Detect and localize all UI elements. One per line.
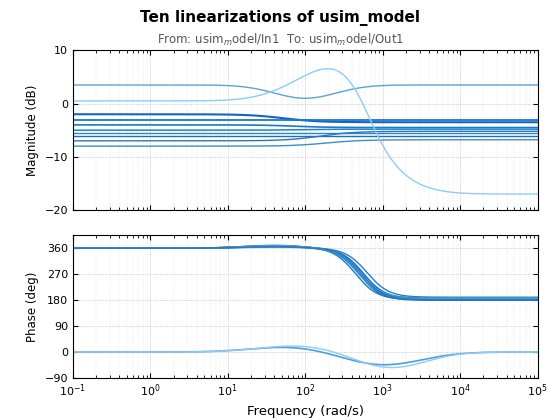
Y-axis label: Phase (deg): Phase (deg)	[26, 271, 39, 342]
Text: From: usim$_m$odel/In1  To: usim$_m$odel/Out1: From: usim$_m$odel/In1 To: usim$_m$odel/…	[156, 32, 404, 47]
Text: Ten linearizations of usim_model: Ten linearizations of usim_model	[140, 10, 420, 26]
X-axis label: Frequency (rad/s): Frequency (rad/s)	[247, 405, 363, 418]
Y-axis label: Magnitude (dB): Magnitude (dB)	[26, 84, 39, 176]
